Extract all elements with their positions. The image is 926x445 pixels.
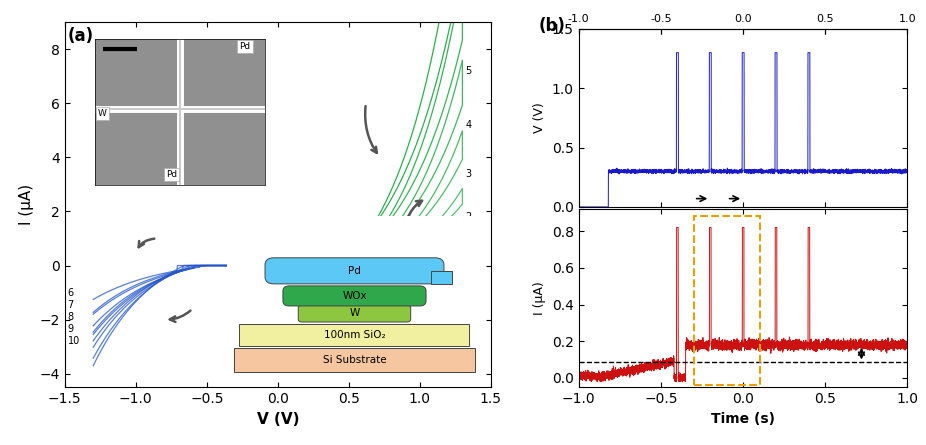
Text: (a): (a) — [68, 27, 94, 45]
X-axis label: V (V): V (V) — [257, 412, 299, 427]
Text: 2: 2 — [465, 212, 471, 222]
X-axis label: Time (s): Time (s) — [711, 412, 775, 425]
Text: 10: 10 — [68, 336, 80, 346]
Y-axis label: I (μA): I (μA) — [533, 281, 546, 315]
Text: 200 ms: 200 ms — [699, 231, 738, 241]
Text: 4: 4 — [465, 120, 471, 130]
Text: 3: 3 — [465, 169, 471, 178]
Text: 5: 5 — [465, 66, 471, 76]
Text: 1: 1 — [465, 250, 471, 260]
Y-axis label: I (μA): I (μA) — [19, 184, 34, 225]
Text: 8: 8 — [68, 312, 74, 322]
Bar — [694, 216, 759, 385]
Y-axis label: V (V): V (V) — [533, 102, 546, 134]
Text: 7: 7 — [68, 300, 74, 310]
Text: (b): (b) — [539, 17, 566, 35]
Text: 9: 9 — [68, 324, 74, 334]
Text: 6: 6 — [68, 287, 74, 298]
